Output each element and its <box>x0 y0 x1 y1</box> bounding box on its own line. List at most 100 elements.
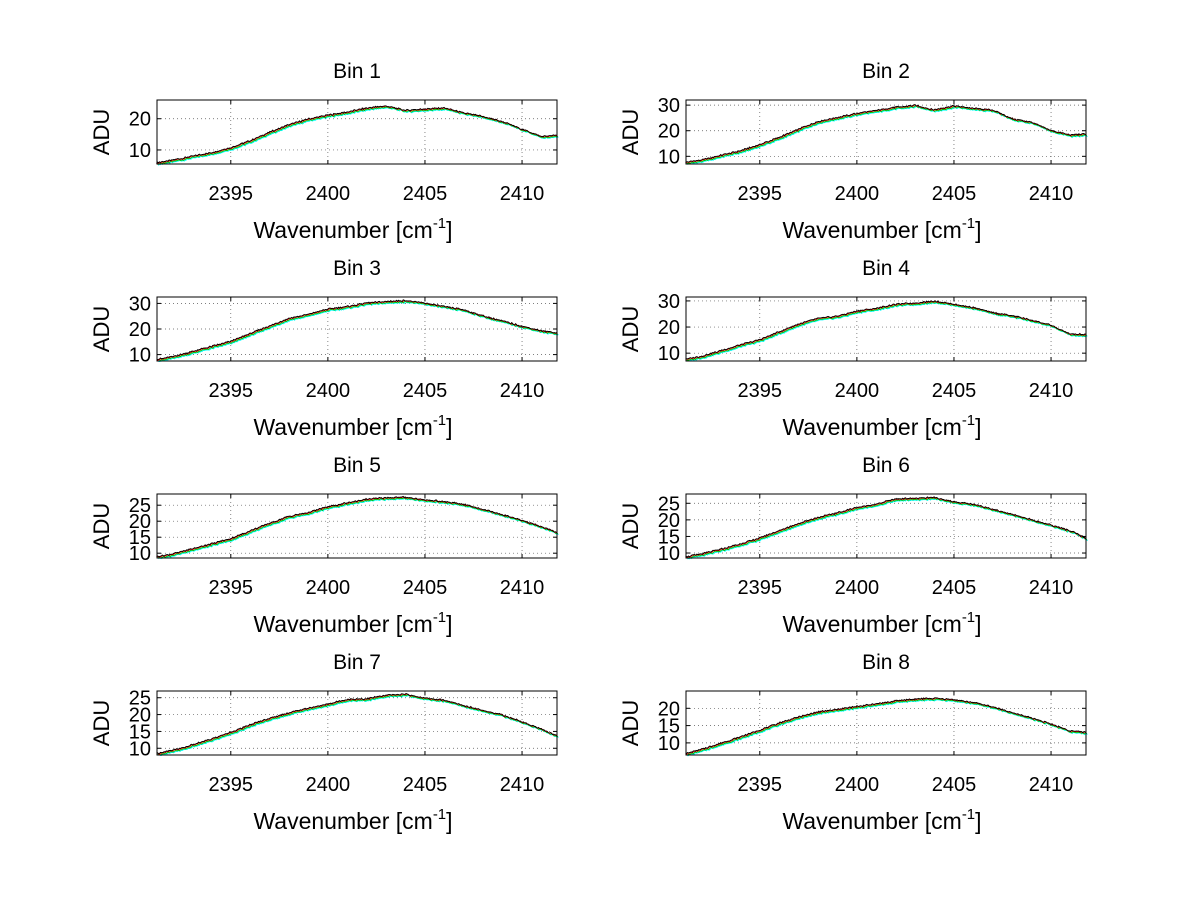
x-axis-label-bracket: ] <box>975 808 981 834</box>
subplot-bin-4: 2395 2400 2405 2410 10 20 30 Bin 4 ADU Wavenumber… <box>618 257 1088 440</box>
x-axis-label: Wavenumber [cm-1] <box>782 412 981 440</box>
y-axis-label: ADU <box>89 109 114 155</box>
x-axis-label: Wavenumber [cm-1] <box>782 806 981 834</box>
y-tick-label: 10 <box>129 738 151 760</box>
axes-box <box>685 296 1087 362</box>
x-tick-label: 2405 <box>403 577 448 599</box>
subplot-title: Bin 6 <box>862 454 910 477</box>
y-tick-label: 10 <box>658 543 680 565</box>
series-line-4 <box>685 104 1086 163</box>
x-axis-label: Wavenumber [cm-1] <box>253 215 452 243</box>
y-tick-label: 20 <box>129 319 151 341</box>
y-tick-label: 10 <box>658 146 680 168</box>
x-axis-label-bracket: ] <box>975 611 981 637</box>
x-tick-label: 2400 <box>835 774 880 796</box>
series-line-4 <box>685 697 1086 755</box>
x-axis-label-superscript: -1 <box>433 806 446 823</box>
x-tick-label: 2395 <box>738 774 783 796</box>
x-axis-label: Wavenumber [cm-1] <box>253 609 452 637</box>
subplot-title: Bin 3 <box>333 257 381 280</box>
subplot-bin-2: 2395 2400 2405 2410 10 20 30 Bin 2 ADU Wavenumber… <box>618 60 1088 243</box>
x-tick-label: 2395 <box>738 577 783 599</box>
plot-area <box>686 494 1086 558</box>
x-tick-label: 2405 <box>932 380 977 402</box>
axes-box <box>156 690 558 756</box>
series-line-2 <box>686 497 1088 559</box>
x-tick-label: 2410 <box>1029 183 1074 205</box>
plot-area <box>157 494 557 558</box>
y-axis-label: ADU <box>89 700 114 746</box>
x-tick-label: 2395 <box>209 380 254 402</box>
y-tick-label: 15 <box>129 721 151 743</box>
series-line-1 <box>687 498 1088 560</box>
x-tick-label: 2410 <box>500 183 545 205</box>
x-axis-label-text: Wavenumber [cm <box>782 808 961 834</box>
x-axis-label-bracket: ] <box>446 414 452 440</box>
axes-box <box>156 493 558 559</box>
x-tick-label: 2405 <box>932 774 977 796</box>
x-tick-label: 2410 <box>1029 577 1074 599</box>
y-tick-label: 20 <box>658 317 680 339</box>
series-line-1 <box>687 106 1088 165</box>
x-axis-label-superscript: -1 <box>962 412 975 429</box>
y-tick-label: 15 <box>658 526 680 548</box>
x-tick-label: 2400 <box>835 183 880 205</box>
y-tick-label: 20 <box>658 698 680 720</box>
y-tick-label: 30 <box>658 95 680 117</box>
x-tick-label: 2395 <box>738 380 783 402</box>
x-tick-label: 2405 <box>403 380 448 402</box>
y-tick-label: 20 <box>129 705 151 727</box>
y-axis-label: ADU <box>89 306 114 352</box>
subplot-title: Bin 2 <box>862 60 910 83</box>
x-tick-label: 2410 <box>1029 380 1074 402</box>
subplot-title: Bin 8 <box>862 651 910 674</box>
x-tick-label: 2400 <box>306 774 351 796</box>
plot-area <box>686 691 1086 755</box>
series-line-1 <box>158 301 559 363</box>
series-line-3 <box>157 299 558 361</box>
series-line-2 <box>686 301 1087 361</box>
x-axis-label: Wavenumber [cm-1] <box>782 215 981 243</box>
y-tick-label: 20 <box>129 109 151 131</box>
x-axis-label-text: Wavenumber [cm <box>782 217 961 243</box>
x-axis-label-text: Wavenumber [cm <box>253 808 432 834</box>
y-tick-label: 30 <box>658 291 680 313</box>
series-line-4 <box>156 299 557 361</box>
series-line-4 <box>685 496 1086 558</box>
subplot-title: Bin 7 <box>333 651 381 674</box>
y-axis-label: ADU <box>618 306 643 352</box>
x-axis-label-superscript: -1 <box>962 806 975 823</box>
x-axis-label-text: Wavenumber [cm <box>253 217 432 243</box>
subplot-title: Bin 5 <box>333 454 381 477</box>
x-axis-label-superscript: -1 <box>962 609 975 626</box>
axes-box <box>685 99 1087 165</box>
axes-box <box>685 690 1087 756</box>
x-tick-label: 2410 <box>500 577 545 599</box>
x-tick-label: 2395 <box>209 183 254 205</box>
series-line-2 <box>686 105 1088 165</box>
x-tick-label: 2400 <box>306 577 351 599</box>
x-axis-label-superscript: -1 <box>962 215 975 232</box>
series-line-4 <box>156 105 557 164</box>
x-tick-label: 2405 <box>932 577 977 599</box>
x-axis-label-text: Wavenumber [cm <box>782 611 961 637</box>
x-axis-label: Wavenumber [cm-1] <box>253 806 452 834</box>
y-tick-label: 20 <box>658 121 680 143</box>
y-axis-label: ADU <box>618 503 643 549</box>
subplot-bin-3: 2395 2400 2405 2410 10 20 30 Bin 3 ADU Wavenumber… <box>89 257 559 440</box>
subplot-title: Bin 1 <box>333 60 381 83</box>
x-axis-label-text: Wavenumber [cm <box>253 414 432 440</box>
y-tick-label: 10 <box>658 733 680 755</box>
y-tick-label: 10 <box>129 543 151 565</box>
x-tick-label: 2400 <box>306 380 351 402</box>
x-axis-label-bracket: ] <box>446 611 452 637</box>
y-axis-label: ADU <box>618 700 643 746</box>
x-axis-label: Wavenumber [cm-1] <box>253 412 452 440</box>
y-tick-label: 20 <box>129 511 151 533</box>
x-axis-label-text: Wavenumber [cm <box>782 414 961 440</box>
x-axis-label-bracket: ] <box>975 217 981 243</box>
x-tick-label: 2395 <box>209 577 254 599</box>
